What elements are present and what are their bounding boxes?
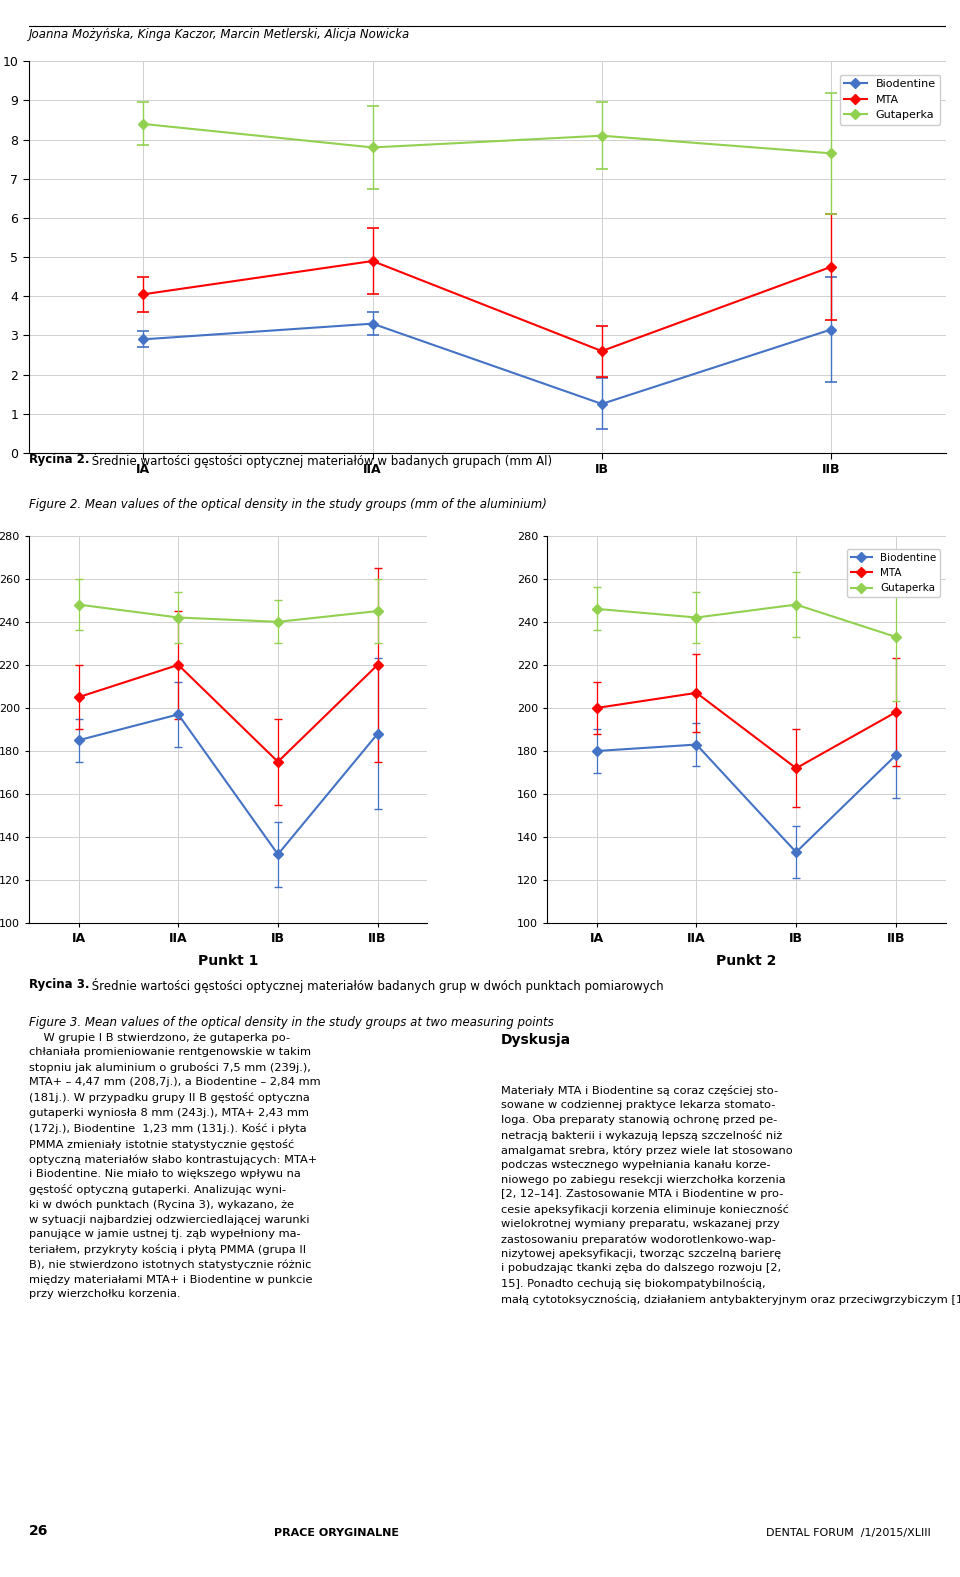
Text: Dyskusja: Dyskusja bbox=[500, 1033, 570, 1047]
Text: Średnie wartości gęstości optycznej materiałów w badanych grupach (mm Al): Średnie wartości gęstości optycznej mate… bbox=[88, 453, 553, 468]
X-axis label: Punkt 1: Punkt 1 bbox=[198, 954, 258, 968]
Legend: Biodentine, MTA, Gutaperka: Biodentine, MTA, Gutaperka bbox=[840, 74, 940, 125]
Text: Figure 2. Mean values of the optical density in the study groups (mm of the alum: Figure 2. Mean values of the optical den… bbox=[29, 498, 546, 511]
Text: Rycina 2.: Rycina 2. bbox=[29, 453, 89, 465]
Text: W grupie I B stwierdzono, że gutaperka po-
chłaniała promieniowanie rentgenowski: W grupie I B stwierdzono, że gutaperka p… bbox=[29, 1033, 321, 1299]
Text: Figure 3. Mean values of the optical density in the study groups at two measurin: Figure 3. Mean values of the optical den… bbox=[29, 1017, 554, 1030]
Text: DENTAL FORUM  /1/2015/XLIII: DENTAL FORUM /1/2015/XLIII bbox=[766, 1528, 931, 1538]
Text: Średnie wartości gęstości optycznej materiałów badanych grup w dwóch punktach po: Średnie wartości gęstości optycznej mate… bbox=[88, 978, 664, 994]
Text: Joanna Możyńska, Kinga Kaczor, Marcin Metlerski, Alicja Nowicka: Joanna Możyńska, Kinga Kaczor, Marcin Me… bbox=[29, 28, 410, 41]
Text: 26: 26 bbox=[29, 1523, 48, 1538]
Legend: Biodentine, MTA, Gutaperka: Biodentine, MTA, Gutaperka bbox=[847, 549, 941, 598]
X-axis label: Punkt 2: Punkt 2 bbox=[716, 954, 777, 968]
Text: PRACE ORYGINALNE: PRACE ORYGINALNE bbox=[274, 1528, 398, 1538]
Text: Rycina 3.: Rycina 3. bbox=[29, 978, 89, 992]
Text: Materiały MTA i Biodentine są coraz częściej sto-
sowane w codziennej praktyce l: Materiały MTA i Biodentine są coraz częś… bbox=[500, 1085, 960, 1306]
